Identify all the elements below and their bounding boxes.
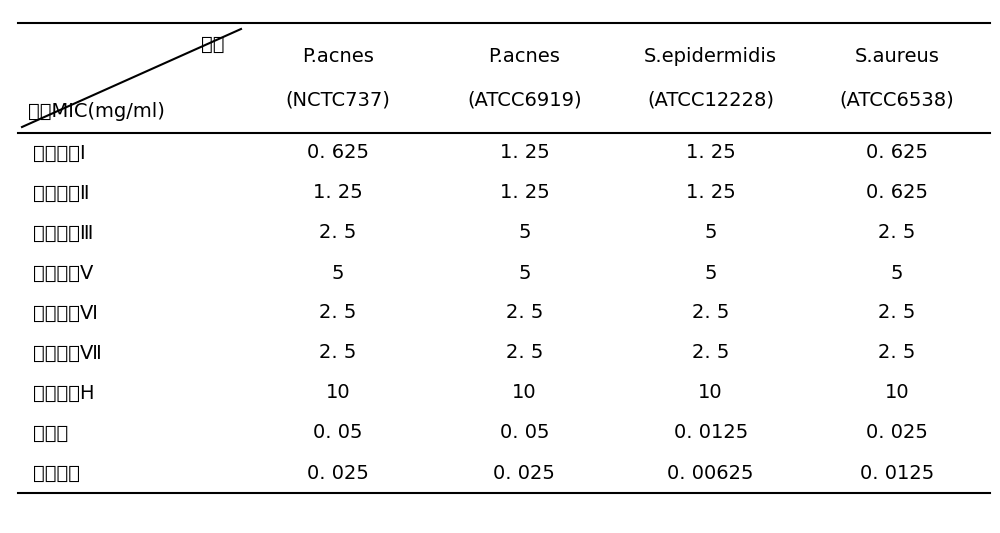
Text: 0. 00625: 0. 00625 — [667, 464, 754, 482]
Text: 菌株: 菌株 — [202, 35, 225, 54]
Text: 1. 25: 1. 25 — [500, 143, 549, 163]
Text: 1. 25: 1. 25 — [686, 183, 736, 203]
Text: 10: 10 — [326, 384, 350, 402]
Text: 重楼皮苷Ⅲ: 重楼皮苷Ⅲ — [33, 223, 93, 243]
Text: (NCTC737): (NCTC737) — [286, 90, 391, 109]
Text: 0. 05: 0. 05 — [313, 424, 363, 442]
Text: 重楼皮苷Ⅰ: 重楼皮苷Ⅰ — [33, 143, 86, 163]
Text: 2. 5: 2. 5 — [878, 223, 916, 243]
Text: 2. 5: 2. 5 — [692, 343, 729, 362]
Text: 2. 5: 2. 5 — [878, 303, 916, 322]
Text: 重楼皮苷Ⅴ: 重楼皮苷Ⅴ — [33, 263, 93, 282]
Text: 重楼皮苷Ⅵ: 重楼皮苷Ⅵ — [33, 303, 98, 322]
Text: 5: 5 — [704, 263, 717, 282]
Text: 0. 05: 0. 05 — [500, 424, 549, 442]
Text: 0. 025: 0. 025 — [307, 464, 369, 482]
Text: 重楼皮苷H: 重楼皮苷H — [33, 384, 94, 402]
Text: 10: 10 — [512, 384, 537, 402]
Text: S.epidermidis: S.epidermidis — [644, 47, 777, 66]
Text: 红霉素: 红霉素 — [33, 424, 68, 442]
Text: 2. 5: 2. 5 — [878, 343, 916, 362]
Text: (ATCC12228): (ATCC12228) — [647, 90, 774, 109]
Text: 2. 5: 2. 5 — [506, 303, 543, 322]
Text: 重楼皮苷Ⅶ: 重楼皮苷Ⅶ — [33, 343, 102, 362]
Text: 2. 5: 2. 5 — [319, 343, 357, 362]
Text: 5: 5 — [332, 263, 344, 282]
Text: 2. 5: 2. 5 — [319, 223, 357, 243]
Text: 2. 5: 2. 5 — [319, 303, 357, 322]
Text: 0. 0125: 0. 0125 — [860, 464, 934, 482]
Text: 5: 5 — [518, 223, 531, 243]
Text: 0. 025: 0. 025 — [866, 424, 928, 442]
Text: 5: 5 — [891, 263, 903, 282]
Text: 0. 625: 0. 625 — [307, 143, 369, 163]
Text: S.aureus: S.aureus — [854, 47, 939, 66]
Text: 0. 025: 0. 025 — [493, 464, 555, 482]
Text: (ATCC6538): (ATCC6538) — [840, 90, 954, 109]
Text: 1. 25: 1. 25 — [686, 143, 736, 163]
Text: P.acnes: P.acnes — [488, 47, 560, 66]
Text: 5: 5 — [518, 263, 531, 282]
Text: 重楼皮苷Ⅱ: 重楼皮苷Ⅱ — [33, 183, 90, 203]
Text: 1. 25: 1. 25 — [313, 183, 363, 203]
Text: 0. 0125: 0. 0125 — [674, 424, 748, 442]
Text: 0. 625: 0. 625 — [866, 143, 928, 163]
Text: 2. 5: 2. 5 — [506, 343, 543, 362]
Text: (ATCC6919): (ATCC6919) — [467, 90, 582, 109]
Text: 克林霉素: 克林霉素 — [33, 464, 80, 482]
Text: P.acnes: P.acnes — [302, 47, 374, 66]
Text: 10: 10 — [698, 384, 723, 402]
Text: 2. 5: 2. 5 — [692, 303, 729, 322]
Text: 10: 10 — [885, 384, 909, 402]
Text: 药品MIC(mg/ml): 药品MIC(mg/ml) — [28, 102, 165, 121]
Text: 0. 625: 0. 625 — [866, 183, 928, 203]
Text: 5: 5 — [704, 223, 717, 243]
Text: 1. 25: 1. 25 — [500, 183, 549, 203]
